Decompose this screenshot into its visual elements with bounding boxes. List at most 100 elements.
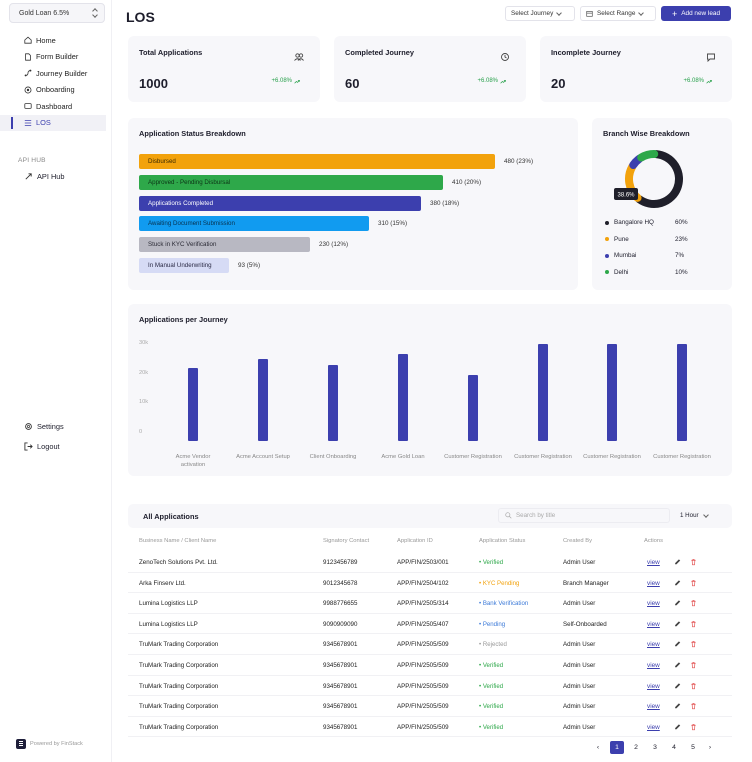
branch-donut-chart: 38.6% (614, 150, 683, 208)
status-bar: Applications Completed (139, 195, 421, 211)
x-tick-label: Customer Registration (444, 454, 502, 460)
edit-icon[interactable] (674, 599, 681, 607)
chevron-down-icon (556, 9, 563, 16)
branch-legend-item: Bangalore HQ 60% (605, 219, 688, 226)
prev-page-button[interactable]: ‹ (596, 744, 600, 751)
trash-icon[interactable] (690, 579, 697, 587)
page-5-button[interactable]: 5 (691, 744, 695, 751)
stat-value: 20 (551, 76, 566, 91)
clock-refresh-icon (501, 53, 509, 61)
edit-icon[interactable] (674, 702, 681, 710)
legend-dot (605, 237, 609, 241)
status-bar: Awaiting Document Submission (139, 216, 369, 232)
trash-icon[interactable] (690, 640, 697, 648)
sidebar-item-journey-builder[interactable]: Journey Builder (0, 65, 112, 82)
status-badge: • Bank Verification (479, 600, 528, 607)
sidebar-item-form-builder[interactable]: Form Builder (0, 49, 112, 66)
view-link[interactable]: view (647, 600, 660, 608)
journey-bar (398, 353, 408, 441)
page-4-button[interactable]: 4 (672, 744, 676, 751)
table-row: TruMark Trading Corporation 9345678901 APP… (128, 634, 732, 655)
status-bar-value: 230 (12%) (319, 241, 349, 249)
sidebar-item-onboarding[interactable]: Onboarding (0, 82, 112, 99)
logout-button[interactable]: Logout (0, 436, 112, 456)
settings-button[interactable]: Settings (0, 416, 112, 436)
logout-label: Logout (37, 441, 60, 451)
search-input[interactable]: Search by title (498, 508, 670, 523)
view-link[interactable]: view (647, 703, 660, 711)
view-link[interactable]: view (647, 620, 660, 628)
add-new-lead-label: Add new lead (681, 10, 720, 17)
edit-icon[interactable] (674, 579, 681, 587)
view-link[interactable]: view (647, 559, 660, 566)
trash-icon[interactable] (690, 599, 697, 607)
application-id: APP/FIN/2504/102 (397, 579, 449, 587)
page-1-button[interactable]: 1 (610, 741, 624, 754)
x-tick-label: Client Onboarding (309, 454, 357, 460)
trash-icon[interactable] (690, 702, 697, 710)
status-bar: Disbursed (139, 154, 495, 169)
search-icon (505, 512, 512, 519)
sidebar-item-label: Onboarding (36, 85, 75, 95)
status-label: Verified (482, 723, 504, 731)
view-link[interactable]: view (647, 682, 660, 690)
view-link[interactable]: view (647, 662, 660, 669)
branch-legend-item: Pune 23% (605, 236, 688, 243)
view-link[interactable]: view (647, 723, 660, 731)
edit-icon[interactable] (674, 682, 681, 690)
edit-icon[interactable] (674, 661, 681, 669)
x-tick-label: Customer Registration (653, 454, 711, 460)
status-badge: • Verified (479, 559, 503, 566)
sidebar-item-los[interactable]: LOS (0, 114, 106, 131)
page-3-button[interactable]: 3 (653, 744, 657, 751)
trash-icon[interactable] (690, 661, 697, 669)
status-bar-label: Applications Completed (148, 199, 214, 207)
select-range-dropdown[interactable]: Select Range (580, 6, 656, 21)
column-header: Application ID (397, 538, 433, 544)
page-2-button[interactable]: 2 (634, 744, 638, 751)
powered-by-label: Powered by FinStack (30, 741, 83, 747)
chevron-up-down-icon (92, 9, 98, 17)
sidebar-item-api-hub[interactable]: API Hub (24, 172, 65, 181)
sidebar-item-label: Home (36, 35, 56, 45)
trend-up-icon (706, 79, 712, 84)
status-badge: • Verified (479, 703, 503, 710)
edit-icon[interactable] (674, 558, 681, 566)
status-dot: • (479, 662, 483, 669)
x-tick-label: Acme Gold Loan (381, 454, 425, 460)
application-id: APP/FIN/2505/509 (397, 703, 449, 711)
stat-card-1: Total Applications 1000 +6.08% (128, 36, 320, 102)
trash-icon[interactable] (690, 723, 697, 731)
signatory-contact: 9012345678 (323, 579, 358, 587)
edit-icon[interactable] (674, 620, 681, 628)
view-link[interactable]: view (647, 641, 660, 649)
sidebar-item-dashboard[interactable]: Dashboard (0, 98, 112, 115)
time-range-dropdown[interactable]: 1 Hour (676, 508, 716, 523)
created-by: Admin User (563, 662, 596, 669)
trash-icon[interactable] (690, 558, 697, 566)
donut-callout-box (614, 188, 638, 200)
status-dot: • (479, 723, 483, 731)
business-name: Arka Finserv Ltd. (139, 579, 186, 587)
trash-icon[interactable] (690, 682, 697, 690)
status-bar-label: Stuck in KYC Verification (148, 241, 217, 249)
stat-value: 1000 (139, 76, 168, 91)
created-by: Self-Onboarded (563, 620, 607, 628)
status-bar-label: In Manual Underwriting (148, 262, 212, 269)
status-breakdown-panel: Application Status Breakdown Disbursed 48… (128, 118, 578, 290)
add-new-lead-button[interactable]: + Add new lead (661, 6, 731, 21)
table-row: TruMark Trading Corporation 9345678901 APP… (128, 696, 732, 717)
sidebar-item-home[interactable]: Home (0, 32, 112, 49)
column-header: Signatory Contact (323, 538, 370, 544)
view-link[interactable]: view (647, 579, 660, 587)
x-tick-label: Customer Registration (583, 454, 641, 460)
trash-icon[interactable] (690, 620, 697, 628)
loan-product-select[interactable]: Gold Loan 6.5% (9, 3, 105, 23)
stat-title: Incomplete Journey (551, 48, 621, 57)
edit-icon[interactable] (674, 723, 681, 731)
legend-dot (605, 253, 609, 258)
stat-value: 60 (345, 76, 360, 91)
edit-icon[interactable] (674, 640, 681, 648)
next-page-button[interactable]: › (708, 744, 712, 751)
select-journey-dropdown[interactable]: Select Journey (505, 6, 575, 21)
